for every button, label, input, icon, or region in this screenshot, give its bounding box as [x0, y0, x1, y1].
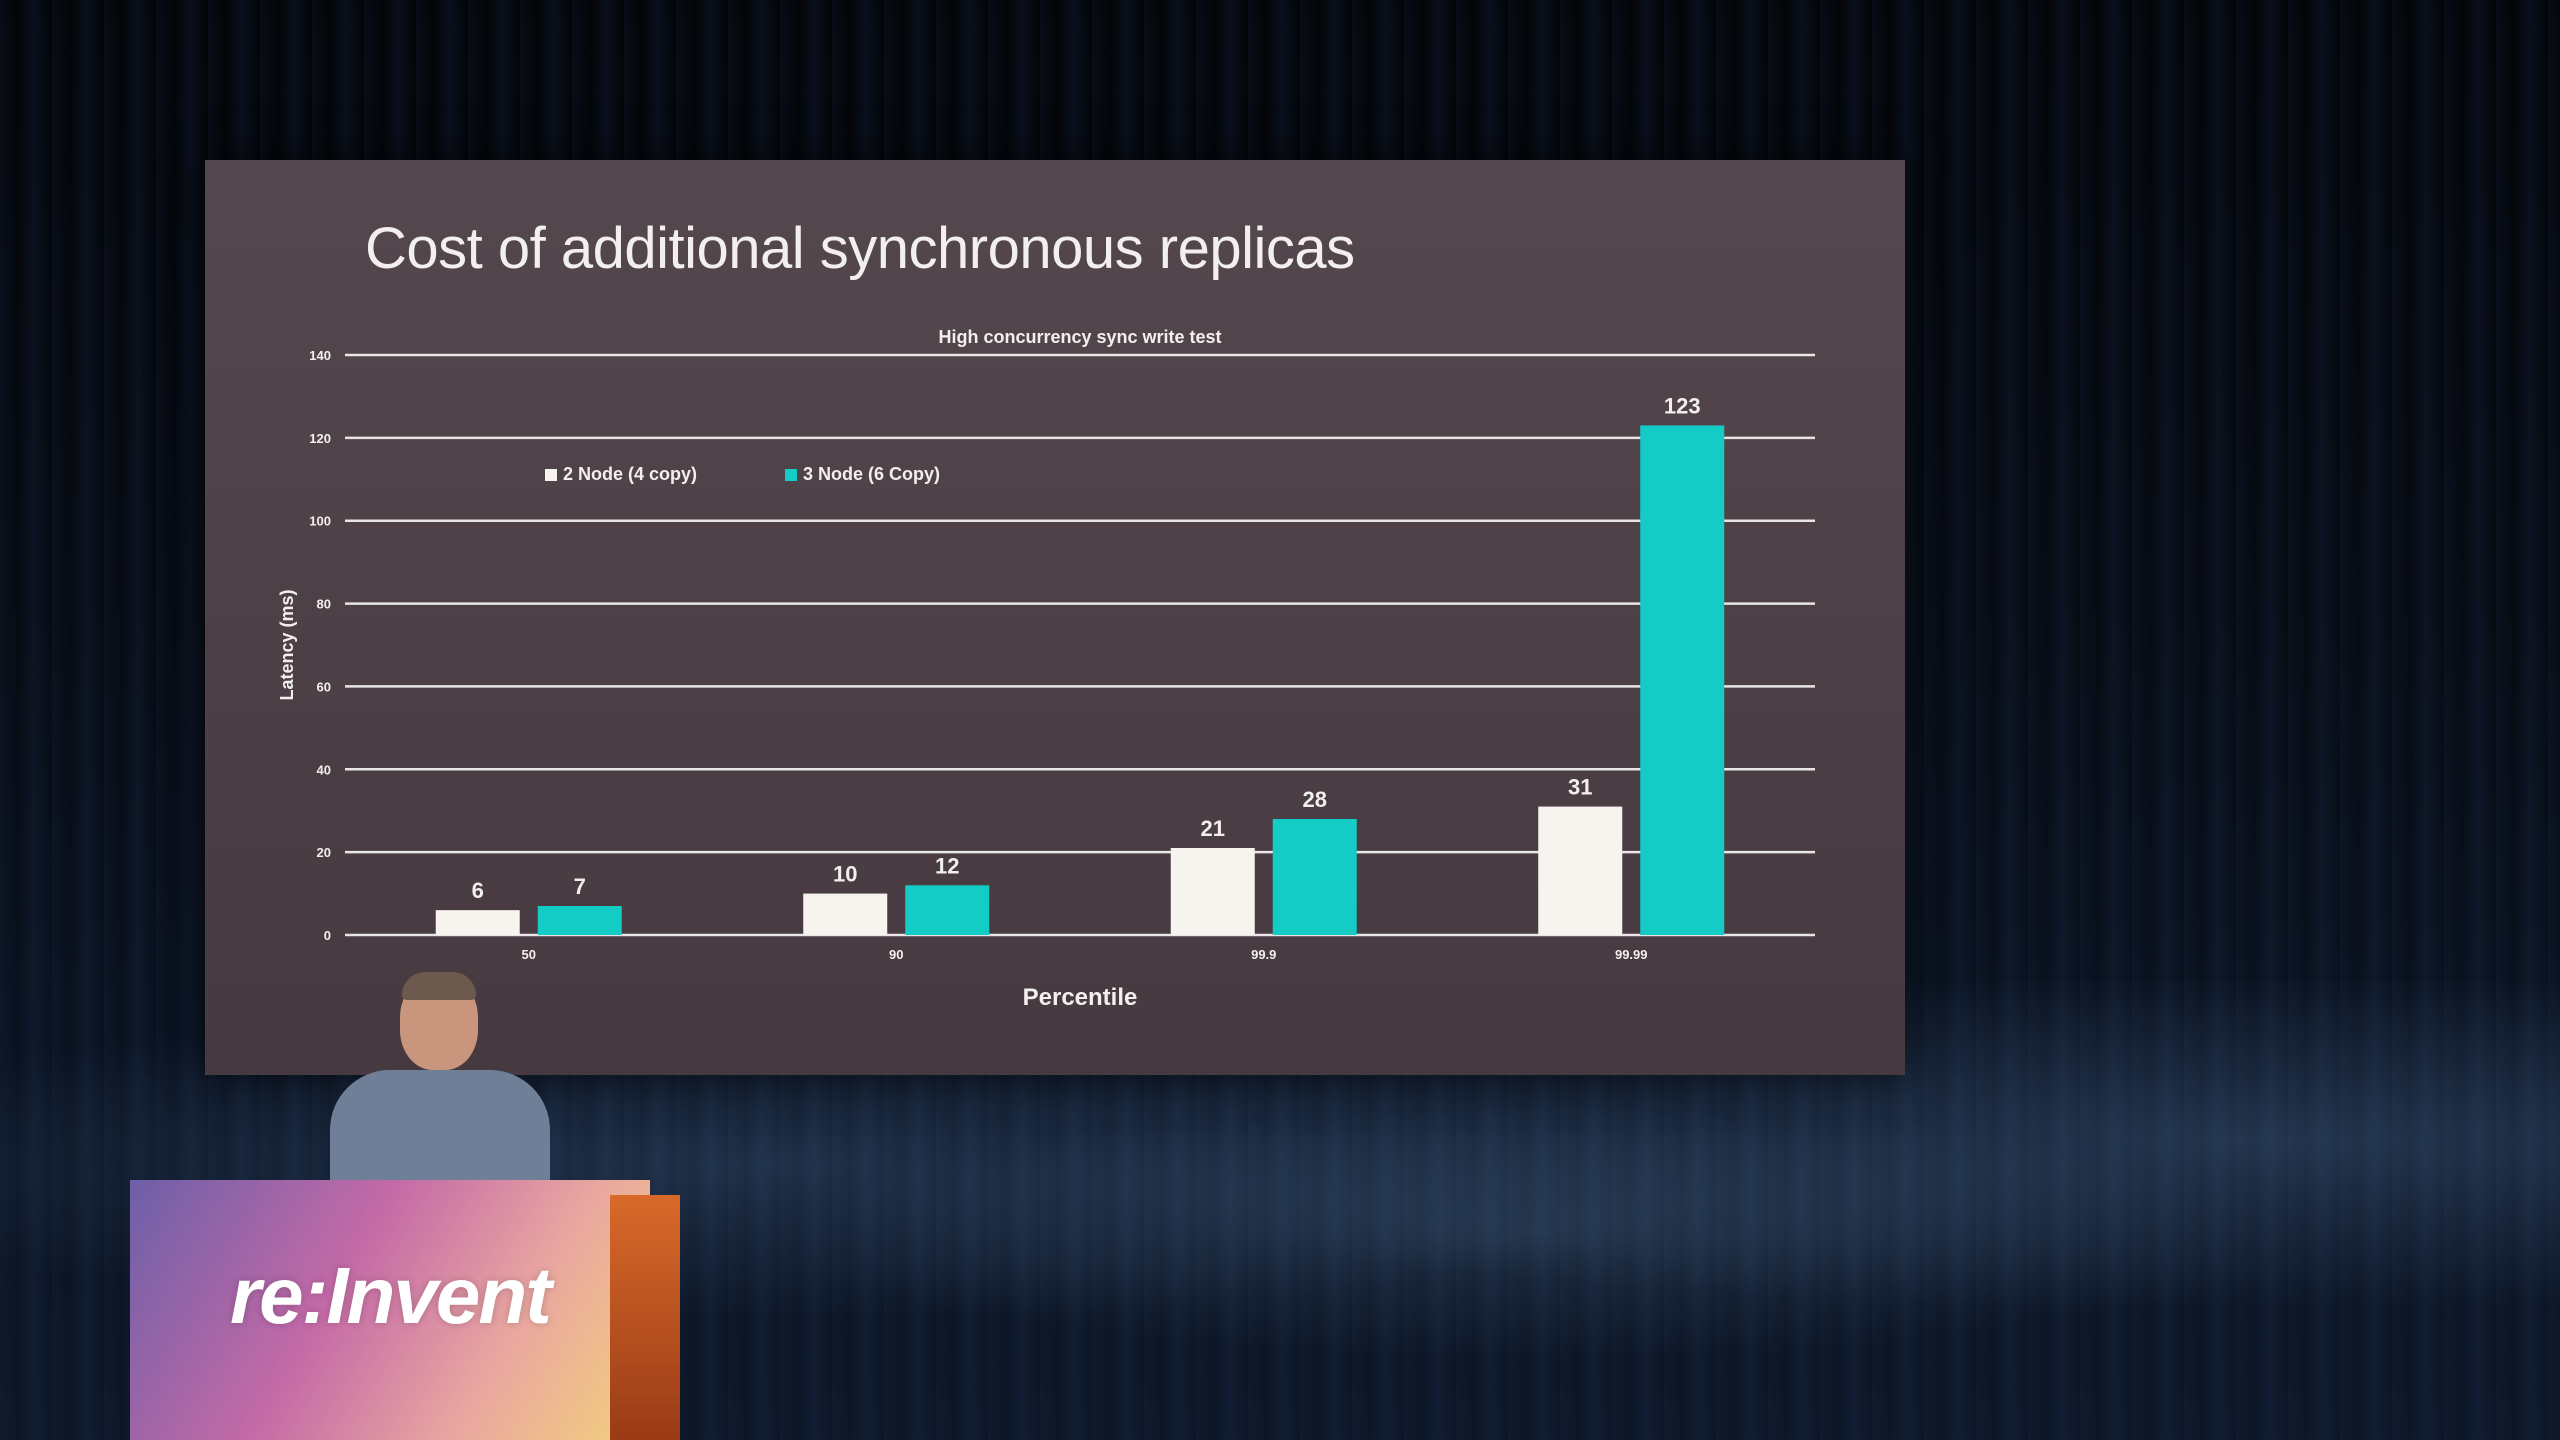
y-tick-label: 80: [317, 597, 331, 612]
legend-swatch: [785, 469, 797, 481]
y-tick-label: 60: [317, 679, 331, 694]
bar-data-label: 10: [833, 862, 857, 887]
bar: [1272, 819, 1357, 935]
speaker-hair: [402, 972, 476, 1000]
y-tick-label: 140: [309, 348, 331, 363]
bar: [803, 893, 888, 935]
bar-data-label: 21: [1201, 816, 1225, 841]
slide-title: Cost of additional synchronous replicas: [365, 216, 1355, 281]
bar-data-label: 12: [935, 853, 959, 878]
y-tick-label: 100: [309, 514, 331, 529]
bar: [435, 910, 520, 935]
legend-swatch: [545, 469, 557, 481]
x-tick-label: 99.9: [1251, 947, 1276, 962]
y-tick-label: 20: [317, 845, 331, 860]
x-tick-label: 90: [889, 947, 903, 962]
bar: [537, 906, 622, 935]
bar-chart: High concurrency sync write test 0 20 40 60 8…: [277, 327, 1815, 1011]
bar-data-label: 31: [1568, 775, 1592, 800]
bar-data-label: 7: [574, 874, 586, 899]
presentation-screen: Cost of additional synchronous replicas …: [205, 160, 1905, 1075]
bar: [1640, 425, 1725, 935]
legend-label: 3 Node (6 Copy): [803, 464, 940, 484]
event-logo: re:Invent: [230, 1251, 552, 1340]
podium: [130, 1180, 650, 1440]
legend-label: 2 Node (4 copy): [563, 464, 697, 484]
x-tick-label: 50: [522, 947, 536, 962]
y-tick-label: 120: [309, 431, 331, 446]
bar-data-label: 6: [472, 878, 484, 903]
y-tick-label: 40: [317, 762, 331, 777]
speaker-body: [330, 1070, 550, 1200]
bar-data-label: 28: [1303, 787, 1327, 812]
x-axis-label: Percentile: [1023, 984, 1138, 1011]
bar-data-label: 123: [1664, 393, 1701, 418]
chart-title: High concurrency sync write test: [938, 327, 1221, 347]
x-tick-label: 99.99: [1615, 947, 1648, 962]
bar: [905, 885, 990, 935]
bar: [1538, 806, 1623, 935]
bar: [1170, 848, 1255, 935]
podium-side: [610, 1195, 680, 1440]
y-axis-label: Latency (ms): [277, 589, 297, 700]
y-tick-label: 0: [324, 928, 331, 943]
